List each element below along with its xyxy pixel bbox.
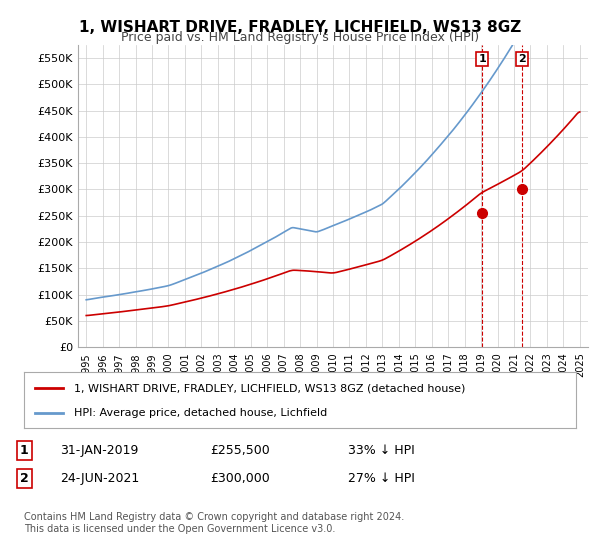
Text: Price paid vs. HM Land Registry's House Price Index (HPI): Price paid vs. HM Land Registry's House … (121, 31, 479, 44)
Text: Contains HM Land Registry data © Crown copyright and database right 2024.
This d: Contains HM Land Registry data © Crown c… (24, 512, 404, 534)
Text: 1, WISHART DRIVE, FRADLEY, LICHFIELD, WS13 8GZ: 1, WISHART DRIVE, FRADLEY, LICHFIELD, WS… (79, 20, 521, 35)
Text: 27% ↓ HPI: 27% ↓ HPI (348, 472, 415, 486)
Text: HPI: Average price, detached house, Lichfield: HPI: Average price, detached house, Lich… (74, 408, 327, 418)
Text: 33% ↓ HPI: 33% ↓ HPI (348, 444, 415, 458)
Text: 1: 1 (20, 444, 28, 458)
Text: 31-JAN-2019: 31-JAN-2019 (60, 444, 139, 458)
Text: 2: 2 (20, 472, 28, 486)
Text: 2: 2 (518, 54, 526, 64)
Text: £255,500: £255,500 (210, 444, 270, 458)
Text: 24-JUN-2021: 24-JUN-2021 (60, 472, 139, 486)
Text: 1, WISHART DRIVE, FRADLEY, LICHFIELD, WS13 8GZ (detached house): 1, WISHART DRIVE, FRADLEY, LICHFIELD, WS… (74, 383, 465, 393)
Text: £300,000: £300,000 (210, 472, 270, 486)
Text: 1: 1 (479, 54, 486, 64)
